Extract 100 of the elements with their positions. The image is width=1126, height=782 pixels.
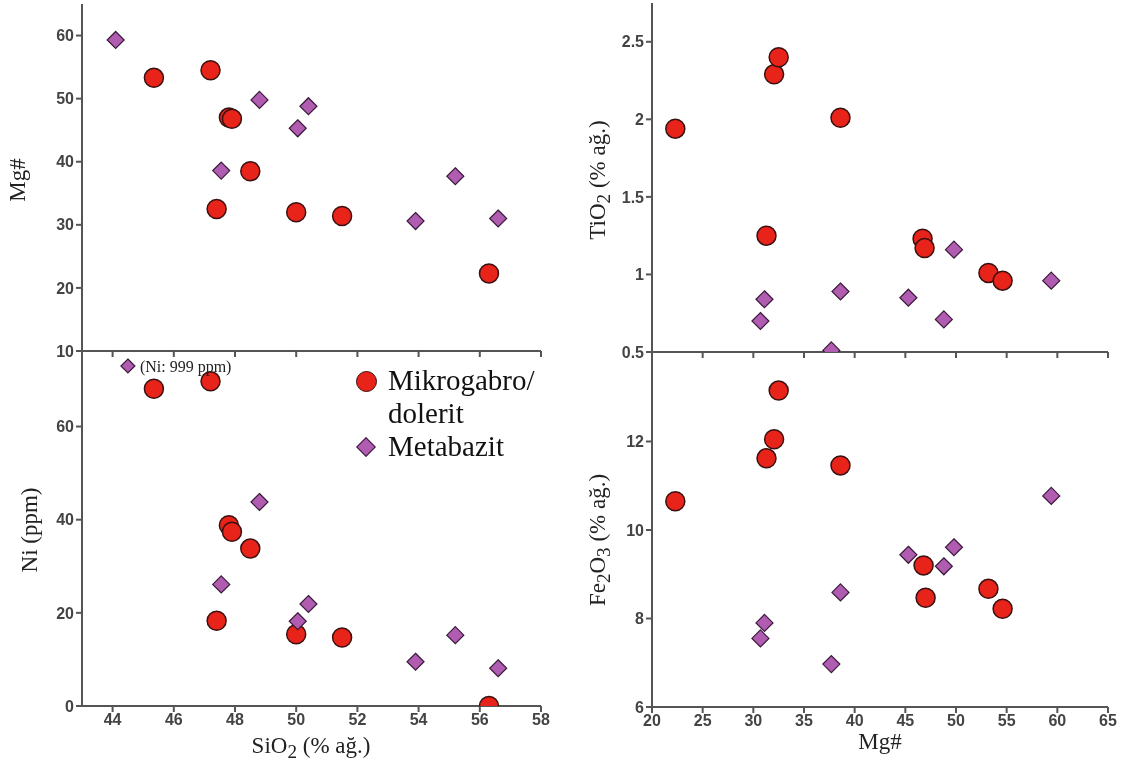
point [299, 97, 318, 116]
y-tick-label: 12 [626, 433, 645, 451]
y-tick-label: 2.5 [621, 33, 645, 51]
point [1042, 271, 1061, 290]
point [751, 311, 770, 331]
y-tick-label: 40 [56, 511, 75, 529]
point [913, 555, 934, 576]
x-tick-label: 55 [997, 712, 1016, 730]
y-tick-label: 2 [635, 111, 645, 129]
point [763, 429, 785, 450]
y-tick-label: 40 [56, 153, 75, 171]
point [1042, 486, 1061, 506]
point [221, 521, 243, 543]
y-axis-title: Ni (ppm) [17, 487, 43, 573]
point [899, 545, 918, 564]
y-tick-label: 1 [635, 266, 645, 284]
point [768, 47, 789, 68]
point [200, 60, 221, 81]
point [763, 64, 785, 85]
point [755, 613, 774, 633]
x-tick-label: 65 [1099, 712, 1117, 730]
x-tick-label: 40 [845, 712, 864, 730]
x-tick-label: 48 [226, 711, 244, 729]
point [143, 378, 165, 400]
annotation: (Ni: 999 ppm) [139, 357, 232, 376]
point [212, 161, 231, 180]
point [756, 448, 777, 469]
point [768, 380, 789, 401]
y-tick-label: 8 [635, 610, 645, 628]
x-tick-label: 35 [795, 712, 813, 730]
point [756, 225, 777, 246]
point [992, 598, 1013, 620]
y-axis-title: Mg# [5, 158, 31, 202]
point [831, 282, 850, 301]
point [331, 205, 353, 227]
y-tick-label: 50 [56, 90, 75, 108]
y-tick-label: 20 [56, 279, 75, 297]
x-tick-label: 25 [693, 712, 712, 730]
text: Mikrogabro/dolerit [388, 364, 535, 429]
y-tick-label: 60 [56, 418, 75, 436]
point [830, 455, 851, 476]
point [299, 594, 318, 614]
point [992, 270, 1013, 291]
x-tick-label: 45 [896, 712, 915, 730]
x-tick-label: 52 [348, 711, 367, 729]
point [212, 575, 231, 594]
y-tick-label: 0 [65, 697, 75, 715]
point [489, 209, 508, 228]
point [206, 610, 227, 632]
y-tick-label: 6 [635, 698, 645, 716]
point [406, 652, 425, 671]
point [914, 237, 935, 259]
x-tick-label: 46 [164, 711, 183, 729]
point [240, 160, 261, 182]
x-tick-label: 56 [470, 711, 489, 729]
point [143, 67, 165, 89]
y-tick-label: 0.5 [621, 343, 645, 361]
y-tick-label: 10 [56, 342, 75, 360]
point [446, 626, 465, 645]
point [934, 310, 953, 329]
point [830, 107, 851, 129]
x-tick-label: 50 [947, 712, 965, 730]
point [406, 211, 425, 231]
x-tick-label: 54 [409, 711, 428, 729]
point [934, 557, 953, 576]
point [978, 578, 999, 600]
y-tick-label: 30 [56, 216, 75, 234]
x-tick-label: 50 [287, 711, 306, 729]
point [915, 587, 936, 608]
point [944, 538, 964, 557]
point [250, 90, 269, 109]
point [489, 659, 508, 678]
point [206, 198, 227, 220]
point [478, 263, 500, 284]
y-tick-label: 60 [56, 27, 75, 45]
x-axis-title: SiO$_{2}$ (% ağ.) [251, 732, 371, 764]
point [831, 583, 850, 602]
point [240, 538, 261, 559]
point [288, 612, 307, 631]
point [106, 30, 125, 50]
point [899, 288, 918, 307]
x-axis-title: Mg# [858, 729, 902, 755]
legend-label: Metabazit [388, 430, 504, 463]
point [331, 627, 353, 648]
point [822, 654, 841, 674]
x-tick-label: 44 [103, 711, 122, 729]
point [944, 240, 964, 259]
point [288, 119, 307, 138]
point [751, 629, 770, 648]
point [446, 167, 465, 186]
x-tick-label: 58 [532, 711, 550, 729]
point [755, 290, 774, 309]
x-tick-label: 30 [744, 712, 763, 730]
point [250, 492, 269, 512]
point [285, 201, 307, 223]
point [665, 118, 686, 139]
y-tick-label: 1.5 [621, 188, 645, 206]
x-tick-label: 60 [1048, 712, 1067, 730]
y-tick-label: 20 [56, 604, 75, 622]
y-tick-label: 10 [626, 521, 645, 539]
